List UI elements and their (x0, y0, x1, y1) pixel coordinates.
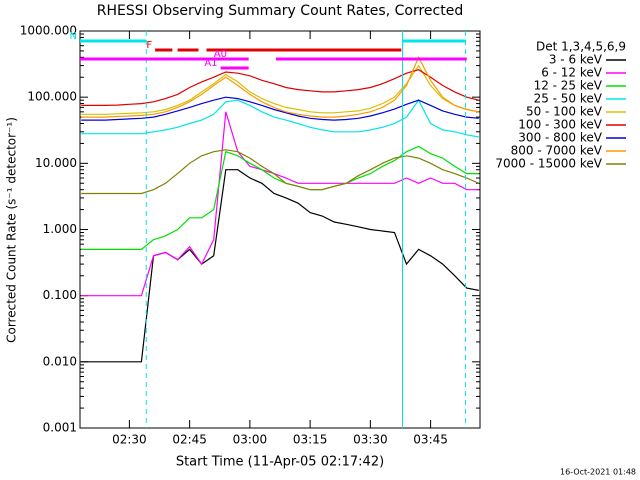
flag-label: A0 (214, 49, 227, 60)
legend-label: 6 - 12 keV (541, 66, 603, 80)
chart-title: RHESSI Observing Summary Count Rates, Co… (97, 3, 463, 19)
legend-label: 3 - 6 keV (549, 53, 603, 67)
y-axis-label: Corrected Count Rate (s⁻¹ detector⁻¹) (5, 117, 19, 343)
series-line (81, 145, 479, 250)
series-line (81, 169, 479, 363)
series-line (81, 99, 479, 138)
y-tick-label: 100.000 (27, 90, 77, 104)
x-axis-label: Start Time (11-Apr-05 02:17:42) (176, 455, 384, 470)
legend-label: 12 - 25 keV (534, 79, 603, 93)
legend-label: 50 - 100 keV (526, 105, 603, 119)
y-tick-label: 0.100 (43, 288, 77, 302)
y-tick-label: 0.010 (43, 354, 77, 368)
footer: 16-Oct-2021 01:48 (560, 468, 636, 477)
flag-label: F (146, 40, 152, 51)
x-tick-label: 03:30 (353, 433, 388, 447)
x-tick-label: 03:15 (293, 433, 328, 447)
series-line (81, 55, 479, 118)
y-tick-label: 1.000 (43, 222, 77, 236)
x-tick-label: 02:45 (172, 433, 207, 447)
legend-title: Det 1,3,4,5,6,9 (536, 40, 626, 54)
y-tick-label: 0.001 (43, 421, 77, 435)
series-line (81, 96, 479, 121)
y-tick-label: 10.000 (35, 156, 77, 170)
legend-label: 300 - 800 keV (518, 131, 602, 145)
series-line (81, 149, 480, 195)
legend-label: 25 - 50 keV (534, 92, 603, 106)
x-tick-label: 02:30 (112, 433, 147, 447)
series-line (81, 64, 479, 115)
series-line (81, 111, 479, 297)
x-tick-label: 03:45 (413, 433, 448, 447)
x-tick-label: 03:00 (233, 433, 268, 447)
legend-label: 100 - 300 keV (518, 118, 602, 132)
legend-label: 800 - 7000 keV (511, 144, 603, 158)
legend-label: 7000 - 15000 keV (495, 157, 602, 171)
flag-label: A1 (204, 58, 217, 69)
y-tick-label: 1000.000 (20, 24, 77, 38)
plot-frame (79, 30, 481, 429)
flag-label: N (70, 31, 77, 42)
